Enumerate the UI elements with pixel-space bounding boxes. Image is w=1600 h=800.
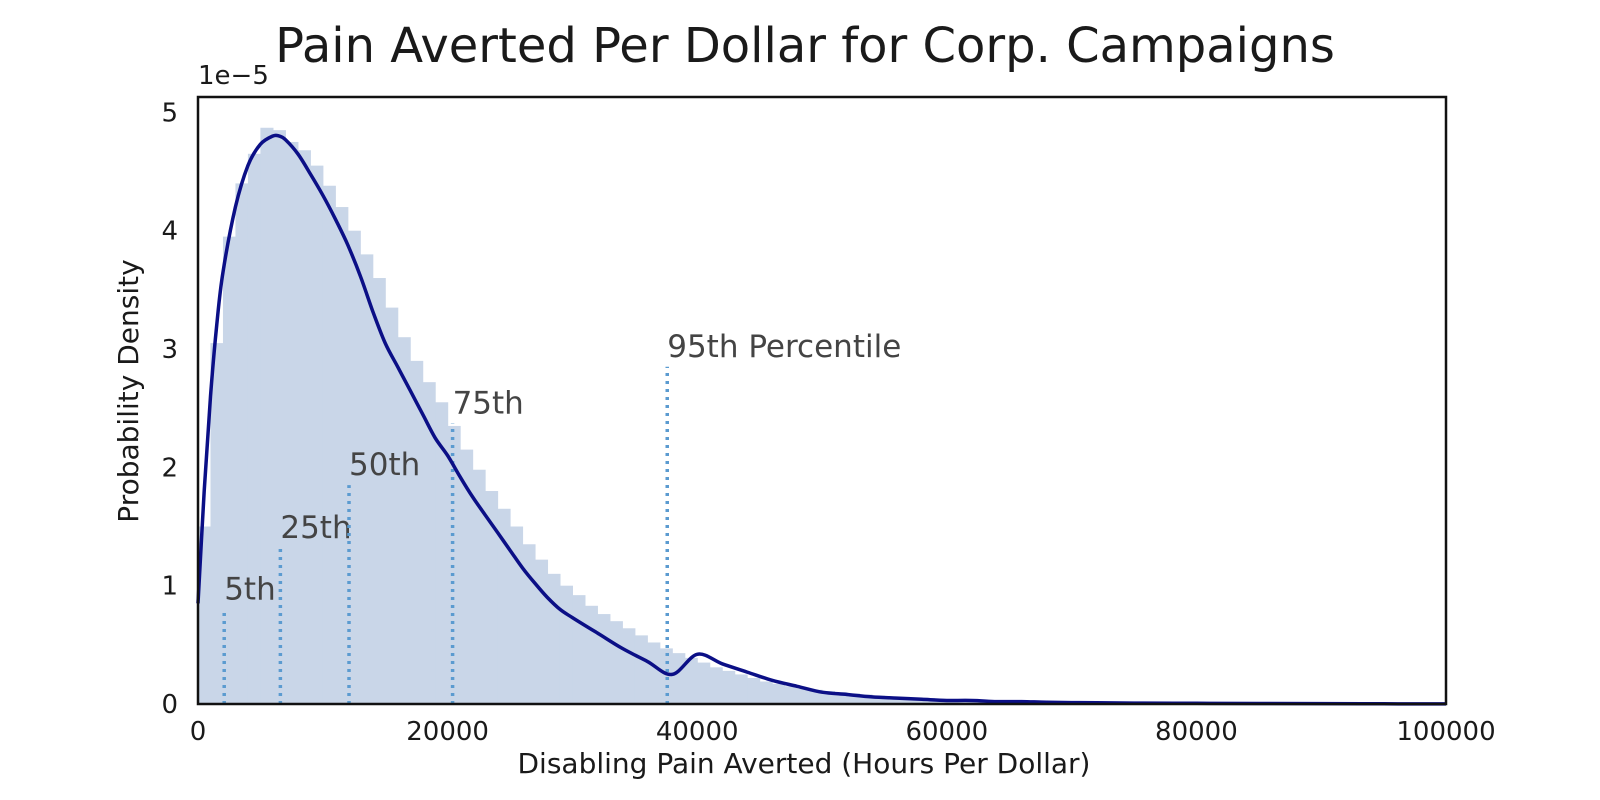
histogram-bar [734, 674, 748, 704]
y-tick-label: 4 [161, 217, 178, 247]
y-tick-label: 2 [161, 453, 178, 483]
histogram-bar [709, 667, 723, 704]
y-offset-label: 1e−5 [198, 61, 269, 91]
histogram-bar [747, 677, 761, 704]
histogram-bar [896, 696, 910, 704]
x-tick-label: 40000 [656, 717, 739, 747]
x-tick-label: 20000 [406, 717, 489, 747]
histogram-bar [310, 165, 324, 704]
y-axis-label: Probability Density [112, 259, 145, 522]
percentile-label: 75th [453, 386, 524, 422]
histogram-bar [360, 254, 374, 705]
histogram-bar [797, 688, 811, 704]
histogram-bar [510, 526, 524, 704]
histogram-bar [497, 508, 511, 704]
histogram-bar [260, 127, 274, 704]
histogram-bar [435, 402, 449, 704]
y-axis-ticks: 0 1 2 3 4 5 [161, 98, 178, 720]
histogram-bar [846, 693, 861, 704]
histogram-bar [472, 469, 486, 704]
histogram-bar [322, 185, 336, 705]
histogram-bar [759, 681, 773, 704]
histogram-bar [722, 670, 736, 704]
histogram-bar [772, 683, 786, 704]
histogram-bar [697, 662, 711, 704]
percentile-label: 50th [349, 447, 420, 483]
histogram-bar [634, 635, 648, 704]
histogram-bar [210, 343, 224, 704]
histogram-bar [347, 230, 361, 704]
histogram-bar [460, 449, 474, 704]
histogram-bar [684, 657, 698, 704]
x-tick-label: 0 [190, 717, 207, 747]
x-tick-label: 100000 [1396, 717, 1495, 747]
y-tick-label: 1 [161, 572, 178, 602]
histogram-bar [222, 236, 237, 704]
y-tick-label: 5 [161, 98, 178, 128]
density-curve [196, 133, 1447, 706]
histogram-bar [572, 595, 586, 704]
x-tick-label: 60000 [905, 717, 988, 747]
histogram-bar [534, 559, 549, 704]
histogram-bar [372, 278, 386, 704]
histogram-bar [547, 573, 561, 704]
histogram-bar [784, 686, 798, 704]
x-axis-label: Disabling Pain Averted (Hours Per Dollar… [518, 747, 1091, 780]
histogram-bar [559, 585, 573, 704]
x-axis-ticks: 0 20000 40000 60000 80000 100000 [190, 717, 1496, 747]
plot-frame [196, 95, 1448, 706]
histogram-bar [672, 653, 686, 704]
histogram-bar [335, 207, 349, 704]
chart-title: Pain Averted Per Dollar for Corp. Campai… [275, 18, 1335, 74]
histogram-bar [385, 307, 399, 704]
y-tick-label: 3 [161, 335, 178, 365]
histogram-bar [959, 700, 973, 704]
percentile-label: 25th [280, 510, 351, 546]
histogram-bar [285, 141, 299, 705]
histogram-bar [622, 628, 636, 704]
percentile-label: 95th Percentile [667, 329, 901, 365]
histogram-bar [597, 614, 611, 704]
y-tick-label: 0 [161, 690, 178, 720]
percentile-label: 5th [224, 571, 276, 607]
histogram-bar [609, 621, 623, 704]
histogram-bar [659, 648, 673, 704]
histogram-bar [871, 695, 885, 704]
histogram-bar [584, 605, 598, 704]
histogram-bar [272, 130, 286, 704]
histogram-bar [397, 337, 411, 704]
histogram-bar [297, 150, 311, 705]
histogram [198, 127, 1085, 705]
x-tick-label: 80000 [1155, 717, 1238, 747]
histogram-bar [647, 642, 661, 704]
histogram-bar [834, 692, 848, 704]
histogram-bar [485, 491, 499, 704]
histogram-bar [422, 382, 436, 704]
histogram-bar [247, 153, 261, 705]
histogram-bar [909, 698, 923, 704]
histogram-bar [884, 696, 898, 704]
histogram-bar [235, 183, 249, 704]
histogram-bar [522, 544, 536, 704]
histogram-bar [410, 360, 424, 704]
histogram-bar [859, 694, 873, 704]
